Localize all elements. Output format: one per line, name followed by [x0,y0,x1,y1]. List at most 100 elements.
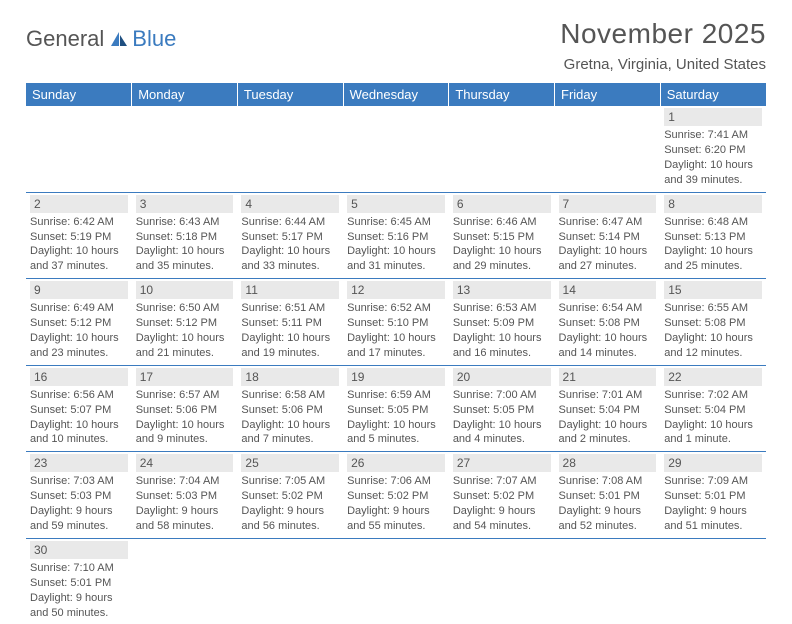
sunrise-text: Sunrise: 6:42 AM [30,215,128,230]
daylight-text: Daylight: 10 hours and 19 minutes. [241,331,339,361]
day-number: 6 [453,195,551,213]
day-number: 4 [241,195,339,213]
sunrise-text: Sunrise: 7:02 AM [664,388,762,403]
sunset-text: Sunset: 5:01 PM [664,489,762,504]
sunset-text: Sunset: 5:12 PM [136,316,234,331]
sunset-text: Sunset: 5:19 PM [30,230,128,245]
day-number: 12 [347,281,445,299]
day-number: 17 [136,368,234,386]
day-number: 9 [30,281,128,299]
day-header: Thursday [449,83,555,106]
sunset-text: Sunset: 5:01 PM [30,576,128,591]
sunset-text: Sunset: 5:11 PM [241,316,339,331]
day-number: 29 [664,454,762,472]
daylight-text: Daylight: 9 hours and 59 minutes. [30,504,128,534]
title-block: November 2025 Gretna, Virginia, United S… [560,18,766,73]
sunset-text: Sunset: 5:02 PM [241,489,339,504]
day-number: 11 [241,281,339,299]
calendar-cell [449,106,555,192]
calendar-cell [449,538,555,624]
daylight-text: Daylight: 9 hours and 56 minutes. [241,504,339,534]
calendar-cell: 15Sunrise: 6:55 AMSunset: 5:08 PMDayligh… [660,279,766,366]
sunrise-text: Sunrise: 6:49 AM [30,301,128,316]
calendar-cell: 5Sunrise: 6:45 AMSunset: 5:16 PMDaylight… [343,192,449,279]
calendar-cell: 8Sunrise: 6:48 AMSunset: 5:13 PMDaylight… [660,192,766,279]
day-header: Sunday [26,83,132,106]
day-header: Monday [132,83,238,106]
sunset-text: Sunset: 5:06 PM [136,403,234,418]
sunset-text: Sunset: 5:09 PM [453,316,551,331]
daylight-text: Daylight: 10 hours and 4 minutes. [453,418,551,448]
calendar-cell [132,106,238,192]
calendar-cell: 28Sunrise: 7:08 AMSunset: 5:01 PMDayligh… [555,452,661,539]
calendar-cell [660,538,766,624]
sunrise-text: Sunrise: 7:10 AM [30,561,128,576]
sunrise-text: Sunrise: 6:50 AM [136,301,234,316]
calendar-cell: 14Sunrise: 6:54 AMSunset: 5:08 PMDayligh… [555,279,661,366]
sunrise-text: Sunrise: 6:58 AM [241,388,339,403]
calendar-cell: 10Sunrise: 6:50 AMSunset: 5:12 PMDayligh… [132,279,238,366]
calendar-cell: 29Sunrise: 7:09 AMSunset: 5:01 PMDayligh… [660,452,766,539]
sunrise-text: Sunrise: 6:52 AM [347,301,445,316]
daylight-text: Daylight: 9 hours and 54 minutes. [453,504,551,534]
day-number: 7 [559,195,657,213]
sunset-text: Sunset: 5:08 PM [559,316,657,331]
sunrise-text: Sunrise: 6:57 AM [136,388,234,403]
sunrise-text: Sunrise: 6:45 AM [347,215,445,230]
sunset-text: Sunset: 5:07 PM [30,403,128,418]
day-number: 20 [453,368,551,386]
sunrise-text: Sunrise: 7:06 AM [347,474,445,489]
calendar-row: 2Sunrise: 6:42 AMSunset: 5:19 PMDaylight… [26,192,766,279]
calendar-table: Sunday Monday Tuesday Wednesday Thursday… [26,83,766,624]
daylight-text: Daylight: 10 hours and 17 minutes. [347,331,445,361]
sunrise-text: Sunrise: 7:01 AM [559,388,657,403]
calendar-cell: 6Sunrise: 6:46 AMSunset: 5:15 PMDaylight… [449,192,555,279]
sunrise-text: Sunrise: 6:54 AM [559,301,657,316]
location: Gretna, Virginia, United States [560,56,766,73]
daylight-text: Daylight: 9 hours and 50 minutes. [30,591,128,621]
day-number: 5 [347,195,445,213]
sunset-text: Sunset: 5:04 PM [664,403,762,418]
calendar-row: 9 Sunrise: 6:49 AM Sunset: 5:12 PM Daylight… [26,279,766,366]
sunrise-text: Sunrise: 6:53 AM [453,301,551,316]
daylight-text: Daylight: 10 hours and 25 minutes. [664,244,762,274]
sunset-text: Sunset: 5:03 PM [30,489,128,504]
calendar-cell: 7Sunrise: 6:47 AMSunset: 5:14 PMDaylight… [555,192,661,279]
sunset-text: Sunset: 5:08 PM [664,316,762,331]
sunset-text: Sunset: 6:20 PM [664,143,762,158]
sunset-text: Sunset: 5:06 PM [241,403,339,418]
daylight-text: Daylight: 10 hours and 35 minutes. [136,244,234,274]
daylight-text: Daylight: 9 hours and 58 minutes. [136,504,234,534]
logo: General Blue [26,18,176,52]
sunset-text: Sunset: 5:14 PM [559,230,657,245]
calendar-cell: 13Sunrise: 6:53 AMSunset: 5:09 PMDayligh… [449,279,555,366]
day-number: 2 [30,195,128,213]
day-number: 14 [559,281,657,299]
calendar-cell: 23Sunrise: 7:03 AMSunset: 5:03 PMDayligh… [26,452,132,539]
day-header: Wednesday [343,83,449,106]
calendar-cell: 22Sunrise: 7:02 AMSunset: 5:04 PMDayligh… [660,365,766,452]
daylight-text: Daylight: 10 hours and 39 minutes. [664,158,762,188]
daylight-text: Daylight: 10 hours and 37 minutes. [30,244,128,274]
day-number: 8 [664,195,762,213]
sunset-text: Sunset: 5:01 PM [559,489,657,504]
calendar-cell [237,538,343,624]
calendar-cell [26,106,132,192]
daylight-text: Daylight: 9 hours and 55 minutes. [347,504,445,534]
calendar-row: 30Sunrise: 7:10 AMSunset: 5:01 PMDayligh… [26,538,766,624]
day-number: 23 [30,454,128,472]
calendar-cell [132,538,238,624]
sunrise-text: Sunrise: 7:09 AM [664,474,762,489]
calendar-cell: 12Sunrise: 6:52 AMSunset: 5:10 PMDayligh… [343,279,449,366]
calendar-row: 23Sunrise: 7:03 AMSunset: 5:03 PMDayligh… [26,452,766,539]
day-number: 21 [559,368,657,386]
calendar-cell: 1Sunrise: 7:41 AMSunset: 6:20 PMDaylight… [660,106,766,192]
day-header: Tuesday [237,83,343,106]
day-header: Saturday [660,83,766,106]
daylight-text: Daylight: 10 hours and 33 minutes. [241,244,339,274]
calendar-row: 16Sunrise: 6:56 AMSunset: 5:07 PMDayligh… [26,365,766,452]
daylight-text: Daylight: 10 hours and 27 minutes. [559,244,657,274]
sunrise-text: Sunrise: 6:56 AM [30,388,128,403]
day-number: 1 [664,108,762,126]
calendar-cell: 11Sunrise: 6:51 AMSunset: 5:11 PMDayligh… [237,279,343,366]
